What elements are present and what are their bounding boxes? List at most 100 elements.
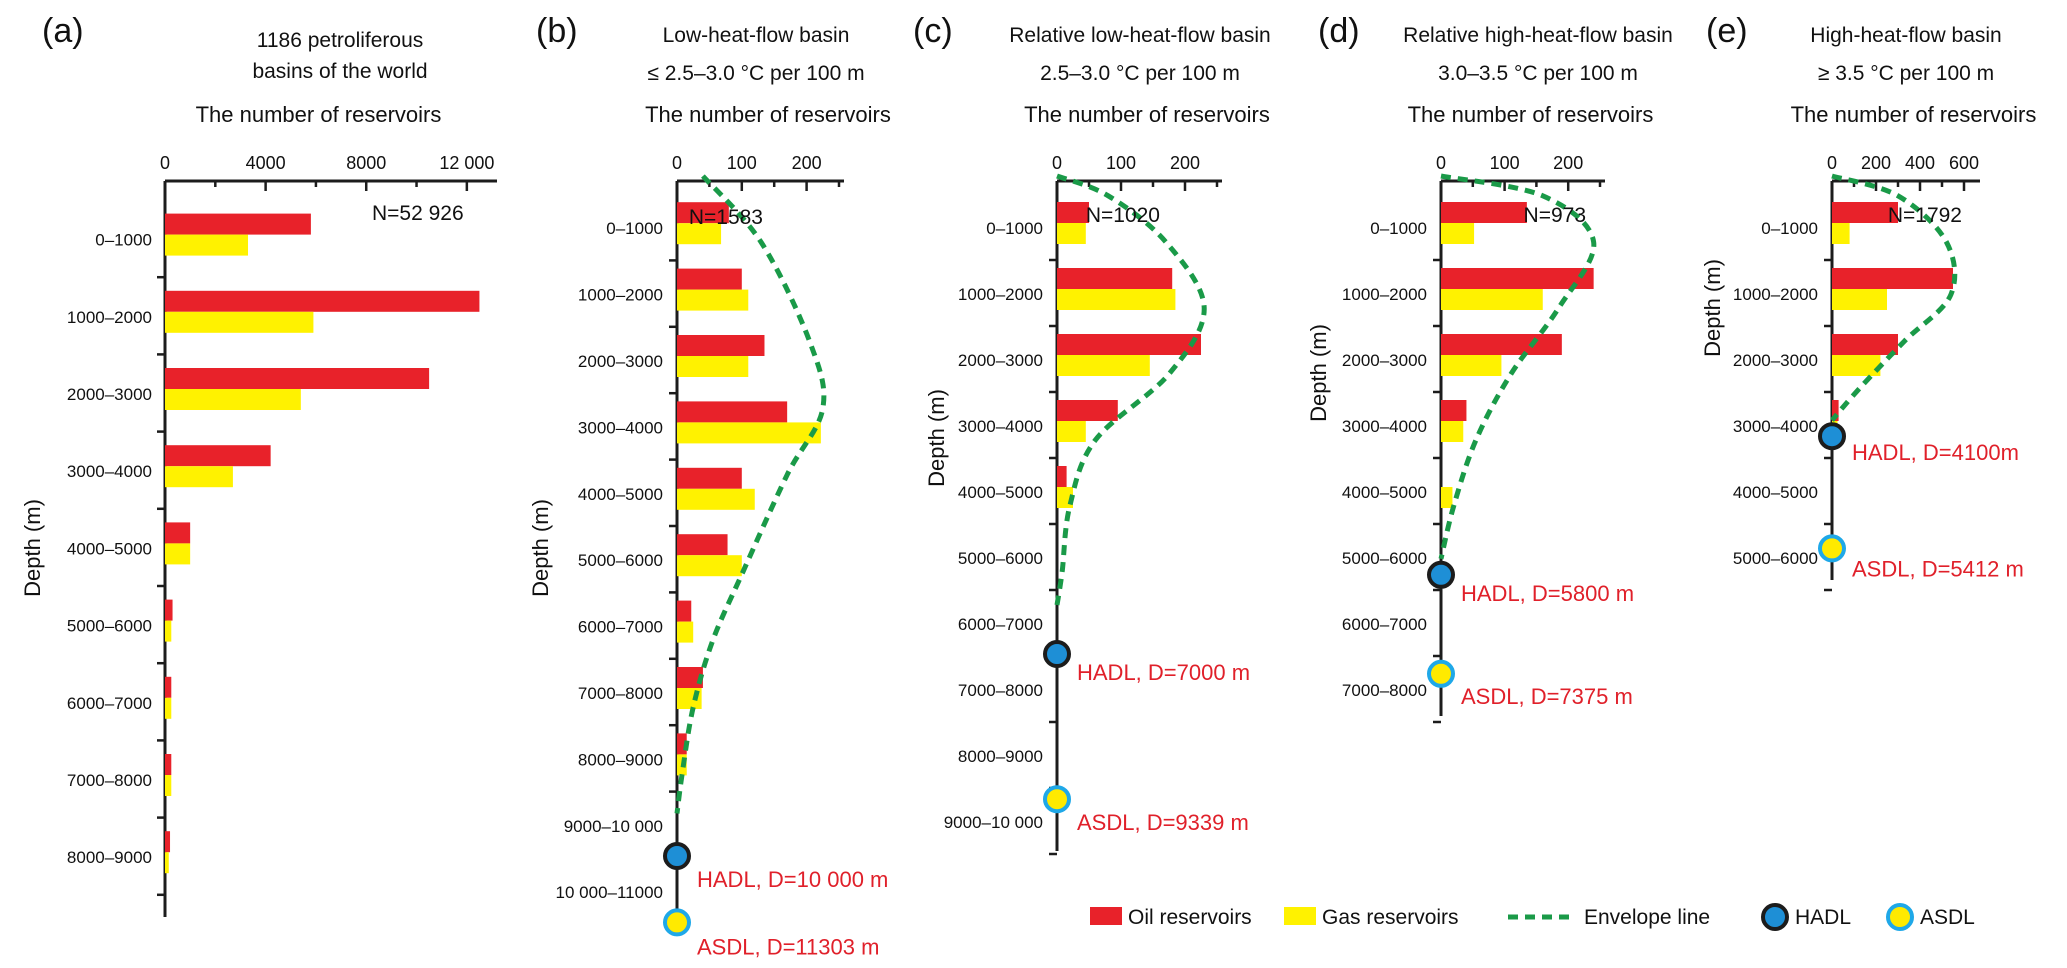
y-category-label: 9000–10 000 [944,813,1043,832]
x-tick-label: 0 [1052,153,1062,173]
y-category-label: 7000–8000 [1342,681,1427,700]
oil-bar [165,676,172,698]
gas-bar [677,422,821,444]
chart-title-line: ≤ 2.5–3.0 °C per 100 m [647,62,864,85]
y-axis-title: Depth (m) [528,499,553,597]
gas-bar [677,621,694,643]
gas-bar [165,234,249,256]
y-category-label: 10 000–11000 [556,883,663,902]
panel-b: (b) Low-heat-flow basin ≤ 2.5–3.0 °C per 1… [528,12,891,959]
y-category-label: 2000–3000 [578,352,663,371]
hadl-depth-label: HADL, D=7000 m [1077,660,1250,685]
gas-bar [1441,223,1475,244]
y-category-label: 4000–5000 [958,483,1043,502]
asdl-depth-label: ASDL, D=7375 m [1461,684,1633,709]
oil-bar [677,733,687,755]
y-category-label: 4000–5000 [1733,483,1818,502]
panel-e: (e) High-heat-flow basin ≥ 3.5 °C per 100 … [1700,12,2036,592]
y-category-label: 8000–9000 [578,750,663,769]
x-tick-label: 400 [1905,153,1935,173]
hadl-depth-label: HADL, D=4100m [1852,440,2019,465]
x-tick-label: 0 [672,153,682,173]
y-category-label: 1000–2000 [1733,285,1818,304]
n-count-label: N=1020 [1086,204,1160,227]
chart-title-line: Low-heat-flow basin [663,24,850,47]
oil-bar [1441,202,1527,223]
x-axis-title: The number of reservoirs [196,102,442,127]
oil-bar [1057,400,1118,421]
x-axis-title: The number of reservoirs [1024,102,1270,127]
gas-bar [165,543,191,565]
y-category-label: 7000–8000 [67,771,152,790]
oil-bar [1441,400,1467,421]
legend-oil-swatch [1090,907,1122,925]
x-axis-title: The number of reservoirs [1408,102,1654,127]
oil-bar [165,754,172,775]
chart-title-line: basins of the world [252,60,427,83]
y-category-label: 6000–7000 [958,615,1043,634]
x-tick-label: 200 [792,153,822,173]
legend-asdl-label: ASDL [1920,906,1975,929]
legend-gas-swatch [1284,907,1316,925]
hadl-depth-label: HADL, D=5800 m [1461,581,1634,606]
y-category-label: 3000–4000 [67,462,152,481]
legend-asdl-marker [1886,903,1914,931]
oil-bar [165,522,191,544]
n-count-label: N=973 [1524,204,1586,227]
panel-c: (c) Relative low-heat-flow basin 2.5–3.0 °… [913,12,1271,856]
oil-bar [165,290,480,312]
oil-bar [1832,202,1898,223]
panel-d: (d) Relative high-heat-flow basin 3.0–3.5 … [1306,12,1673,724]
x-tick-label: 0 [1436,153,1446,173]
gas-bar [1057,421,1086,442]
x-tick-label: 600 [1949,153,1979,173]
chart-title-line: Relative low-heat-flow basin [1009,24,1270,47]
y-category-label: 8000–9000 [67,848,152,867]
n-count-label: N=1792 [1888,204,1962,227]
gas-bar [1057,289,1176,310]
gas-bar [677,356,749,377]
oil-bar [677,667,703,688]
x-tick-label: 100 [1490,153,1520,173]
y-axis-title: Depth (m) [924,389,949,487]
gas-bar [1441,289,1543,310]
gas-bar [677,555,742,577]
legend-hadl-marker [1761,903,1789,931]
y-axis-title: Depth (m) [20,499,45,597]
x-tick-label: 4000 [246,153,286,173]
oil-bar [165,213,311,235]
envelope-line [674,174,827,814]
y-category-label: 5000–6000 [67,617,152,636]
y-category-label: 1000–2000 [578,286,663,305]
oil-bar [677,268,742,290]
panel-letter: (b) [536,12,578,50]
y-category-label: 6000–7000 [67,694,152,713]
hadl-depth-label: HADL, D=10 000 m [697,867,888,892]
oil-bar [677,467,742,489]
y-category-label: 0–1000 [1761,219,1818,238]
hadl-marker [1427,560,1455,589]
panel-letter: (c) [913,12,953,50]
y-category-label: 3000–4000 [1342,417,1427,436]
x-tick-label: 200 [1861,153,1891,173]
oil-bar [1057,334,1201,355]
asdl-depth-label: ASDL, D=9339 m [1077,810,1249,835]
x-tick-label: 100 [1106,153,1136,173]
oil-bar [1441,268,1594,289]
oil-bar [1832,400,1839,421]
oil-bar [165,599,173,621]
gas-bar [165,466,233,488]
panel-letter: (d) [1318,12,1360,50]
panel-letter: (e) [1706,12,1748,50]
y-category-label: 3000–4000 [578,418,663,437]
hadl-marker [1818,422,1846,451]
gas-bar [1057,223,1086,244]
gas-bar [165,852,169,874]
oil-bar [677,600,692,622]
chart-title-line: 2.5–3.0 °C per 100 m [1040,62,1240,85]
envelope-line [1830,173,1958,422]
gas-bar [165,775,172,796]
gas-bar [165,311,314,333]
panels: (a) 1186 petroliferous basins of the world… [20,12,2036,959]
